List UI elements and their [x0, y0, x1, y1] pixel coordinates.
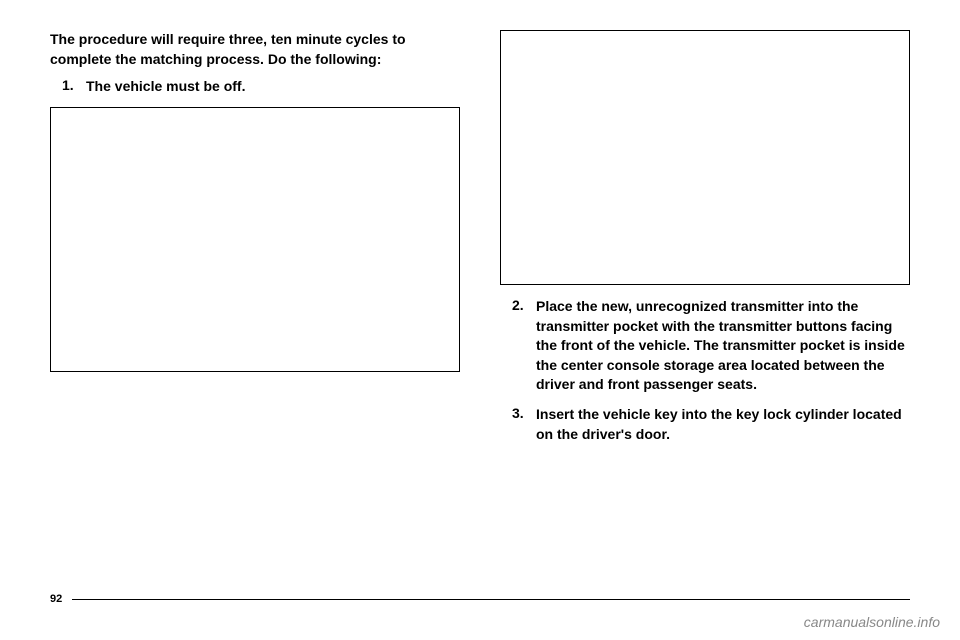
footer-divider — [72, 599, 910, 600]
step-text: The vehicle must be off. — [86, 77, 245, 97]
intro-paragraph: The procedure will require three, ten mi… — [50, 30, 460, 69]
right-column: 2. Place the new, unrecognized transmitt… — [500, 30, 910, 454]
page-footer: 92 — [50, 593, 910, 605]
step-text: Insert the vehicle key into the key lock… — [536, 405, 910, 444]
watermark-text: carmanualsonline.info — [804, 614, 940, 630]
step-text: Place the new, unrecognized transmitter … — [536, 297, 910, 395]
page-content: The procedure will require three, ten mi… — [50, 30, 910, 454]
step-number: 2. — [512, 297, 528, 395]
step-1: 1. The vehicle must be off. — [50, 77, 460, 97]
image-placeholder-right — [500, 30, 910, 285]
left-column: The procedure will require three, ten mi… — [50, 30, 460, 454]
step-number: 3. — [512, 405, 528, 444]
step-2: 2. Place the new, unrecognized transmitt… — [500, 297, 910, 395]
image-placeholder-left — [50, 107, 460, 372]
step-number: 1. — [62, 77, 78, 97]
step-3: 3. Insert the vehicle key into the key l… — [500, 405, 910, 444]
page-number: 92 — [50, 593, 62, 605]
